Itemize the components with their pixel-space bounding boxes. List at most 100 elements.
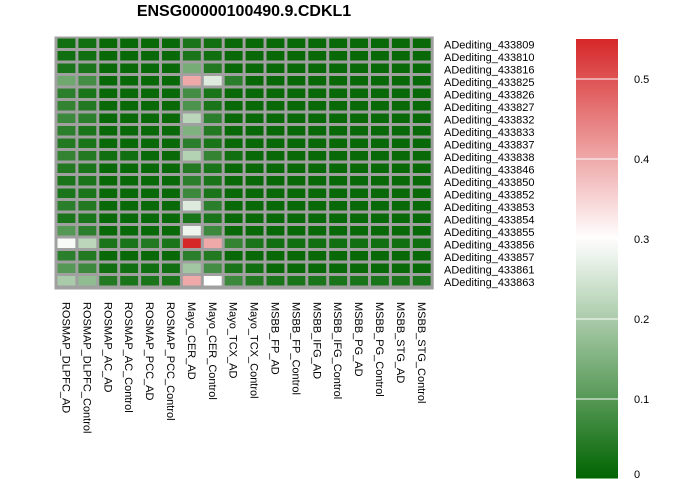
heatmap-cell <box>141 101 159 111</box>
heatmap-cell <box>391 76 410 86</box>
heatmap-cell <box>412 213 431 223</box>
column-label: MSBB_IFG_Control <box>331 302 343 399</box>
heatmap-cell <box>329 188 348 198</box>
heatmap-cell <box>78 63 97 73</box>
heatmap-cell <box>266 126 285 136</box>
heatmap-cell <box>329 51 348 61</box>
heatmap-cell <box>224 263 243 273</box>
column-label: Mayo_TCX_Control <box>248 302 260 399</box>
heatmap-cell <box>203 213 222 223</box>
heatmap-cell <box>120 63 139 73</box>
heatmap-cell <box>99 88 118 98</box>
heatmap-cell <box>78 276 97 286</box>
heatmap-cell <box>141 38 159 48</box>
heatmap-cell <box>245 163 264 173</box>
heatmap-cell <box>350 113 368 123</box>
heatmap-cell <box>203 226 222 236</box>
heatmap-cell <box>203 101 222 111</box>
heatmap-cell <box>57 251 76 261</box>
heatmap-cell <box>162 113 180 123</box>
heatmap-cell <box>412 251 431 261</box>
heatmap-cell <box>371 238 389 248</box>
heatmap-cell <box>245 113 264 123</box>
column-label: MSBB_FP_Control <box>289 302 301 395</box>
heatmap-cell <box>391 238 410 248</box>
heatmap-cell <box>245 263 264 273</box>
heatmap-cell <box>78 176 97 186</box>
heatmap-cell <box>412 51 431 61</box>
heatmap-cell <box>371 176 389 186</box>
heatmap-cell <box>78 38 97 48</box>
heatmap-cell <box>245 126 264 136</box>
heatmap-cell <box>141 51 159 61</box>
heatmap-cell <box>120 188 139 198</box>
heatmap-cell <box>224 251 243 261</box>
heatmap-cell <box>245 51 264 61</box>
heatmap-cell <box>99 213 118 223</box>
heatmap-cell <box>371 151 389 161</box>
colorbar-tick-label: 0.3 <box>634 234 649 246</box>
heatmap-cell <box>141 176 159 186</box>
heatmap-cell <box>99 201 118 211</box>
heatmap-cell <box>78 113 97 123</box>
row-labels: ADediting_433809ADediting_433810ADeditin… <box>444 39 535 289</box>
row-label: ADediting_433816 <box>444 64 535 76</box>
colorbar-tick-label: 0.1 <box>634 394 649 406</box>
heatmap-cell <box>287 88 306 98</box>
column-label: MSBB_STG_AD <box>394 302 406 383</box>
heatmap-cell <box>391 188 410 198</box>
column-label: ROSMAP_DLPFC_AD <box>59 302 71 413</box>
heatmap-cell <box>99 163 118 173</box>
heatmap-cell <box>99 251 118 261</box>
heatmap-cell <box>78 101 97 111</box>
row-label: ADediting_433825 <box>444 77 535 89</box>
heatmap-cell <box>308 201 327 211</box>
heatmap-cell <box>203 126 222 136</box>
heatmap-cell <box>182 201 201 211</box>
heatmap-cell <box>412 276 431 286</box>
heatmap-cell <box>329 213 348 223</box>
heatmap-cell <box>287 213 306 223</box>
heatmap-cell <box>266 276 285 286</box>
heatmap-cell <box>329 276 348 286</box>
heatmap-cell <box>57 151 76 161</box>
heatmap-cell <box>350 151 368 161</box>
heatmap-cell <box>182 276 201 286</box>
heatmap-cell <box>308 113 327 123</box>
heatmap-cell <box>308 101 327 111</box>
heatmap-cell <box>224 126 243 136</box>
heatmap-cell <box>99 63 118 73</box>
heatmap-cell <box>308 276 327 286</box>
heatmap-cell <box>120 126 139 136</box>
heatmap-cell <box>182 113 201 123</box>
row-label: ADediting_433838 <box>444 152 535 164</box>
heatmap-cell <box>371 201 389 211</box>
heatmap-cell <box>57 213 76 223</box>
column-label: ROSMAP_PCC_Control <box>164 302 176 421</box>
heatmap-cell <box>308 176 327 186</box>
heatmap-cells <box>54 36 434 290</box>
heatmap-cell <box>182 238 201 248</box>
heatmap-cell <box>182 101 201 111</box>
heatmap-cell <box>224 38 243 48</box>
heatmap-cell <box>245 151 264 161</box>
heatmap-cell <box>350 263 368 273</box>
heatmap-cell <box>99 263 118 273</box>
heatmap-cell <box>57 201 76 211</box>
heatmap-cell <box>308 76 327 86</box>
heatmap-cell <box>162 138 180 148</box>
heatmap-cell <box>287 38 306 48</box>
heatmap-cell <box>78 238 97 248</box>
heatmap-cell <box>308 251 327 261</box>
heatmap-cell <box>57 101 76 111</box>
heatmap-cell <box>162 88 180 98</box>
heatmap-cell <box>182 226 201 236</box>
heatmap-cell <box>371 88 389 98</box>
heatmap-cell <box>120 276 139 286</box>
heatmap-cell <box>308 226 327 236</box>
row-label: ADediting_433852 <box>444 189 535 201</box>
heatmap-cell <box>99 126 118 136</box>
heatmap-cell <box>224 163 243 173</box>
heatmap-cell <box>57 176 76 186</box>
heatmap-cell <box>371 276 389 286</box>
